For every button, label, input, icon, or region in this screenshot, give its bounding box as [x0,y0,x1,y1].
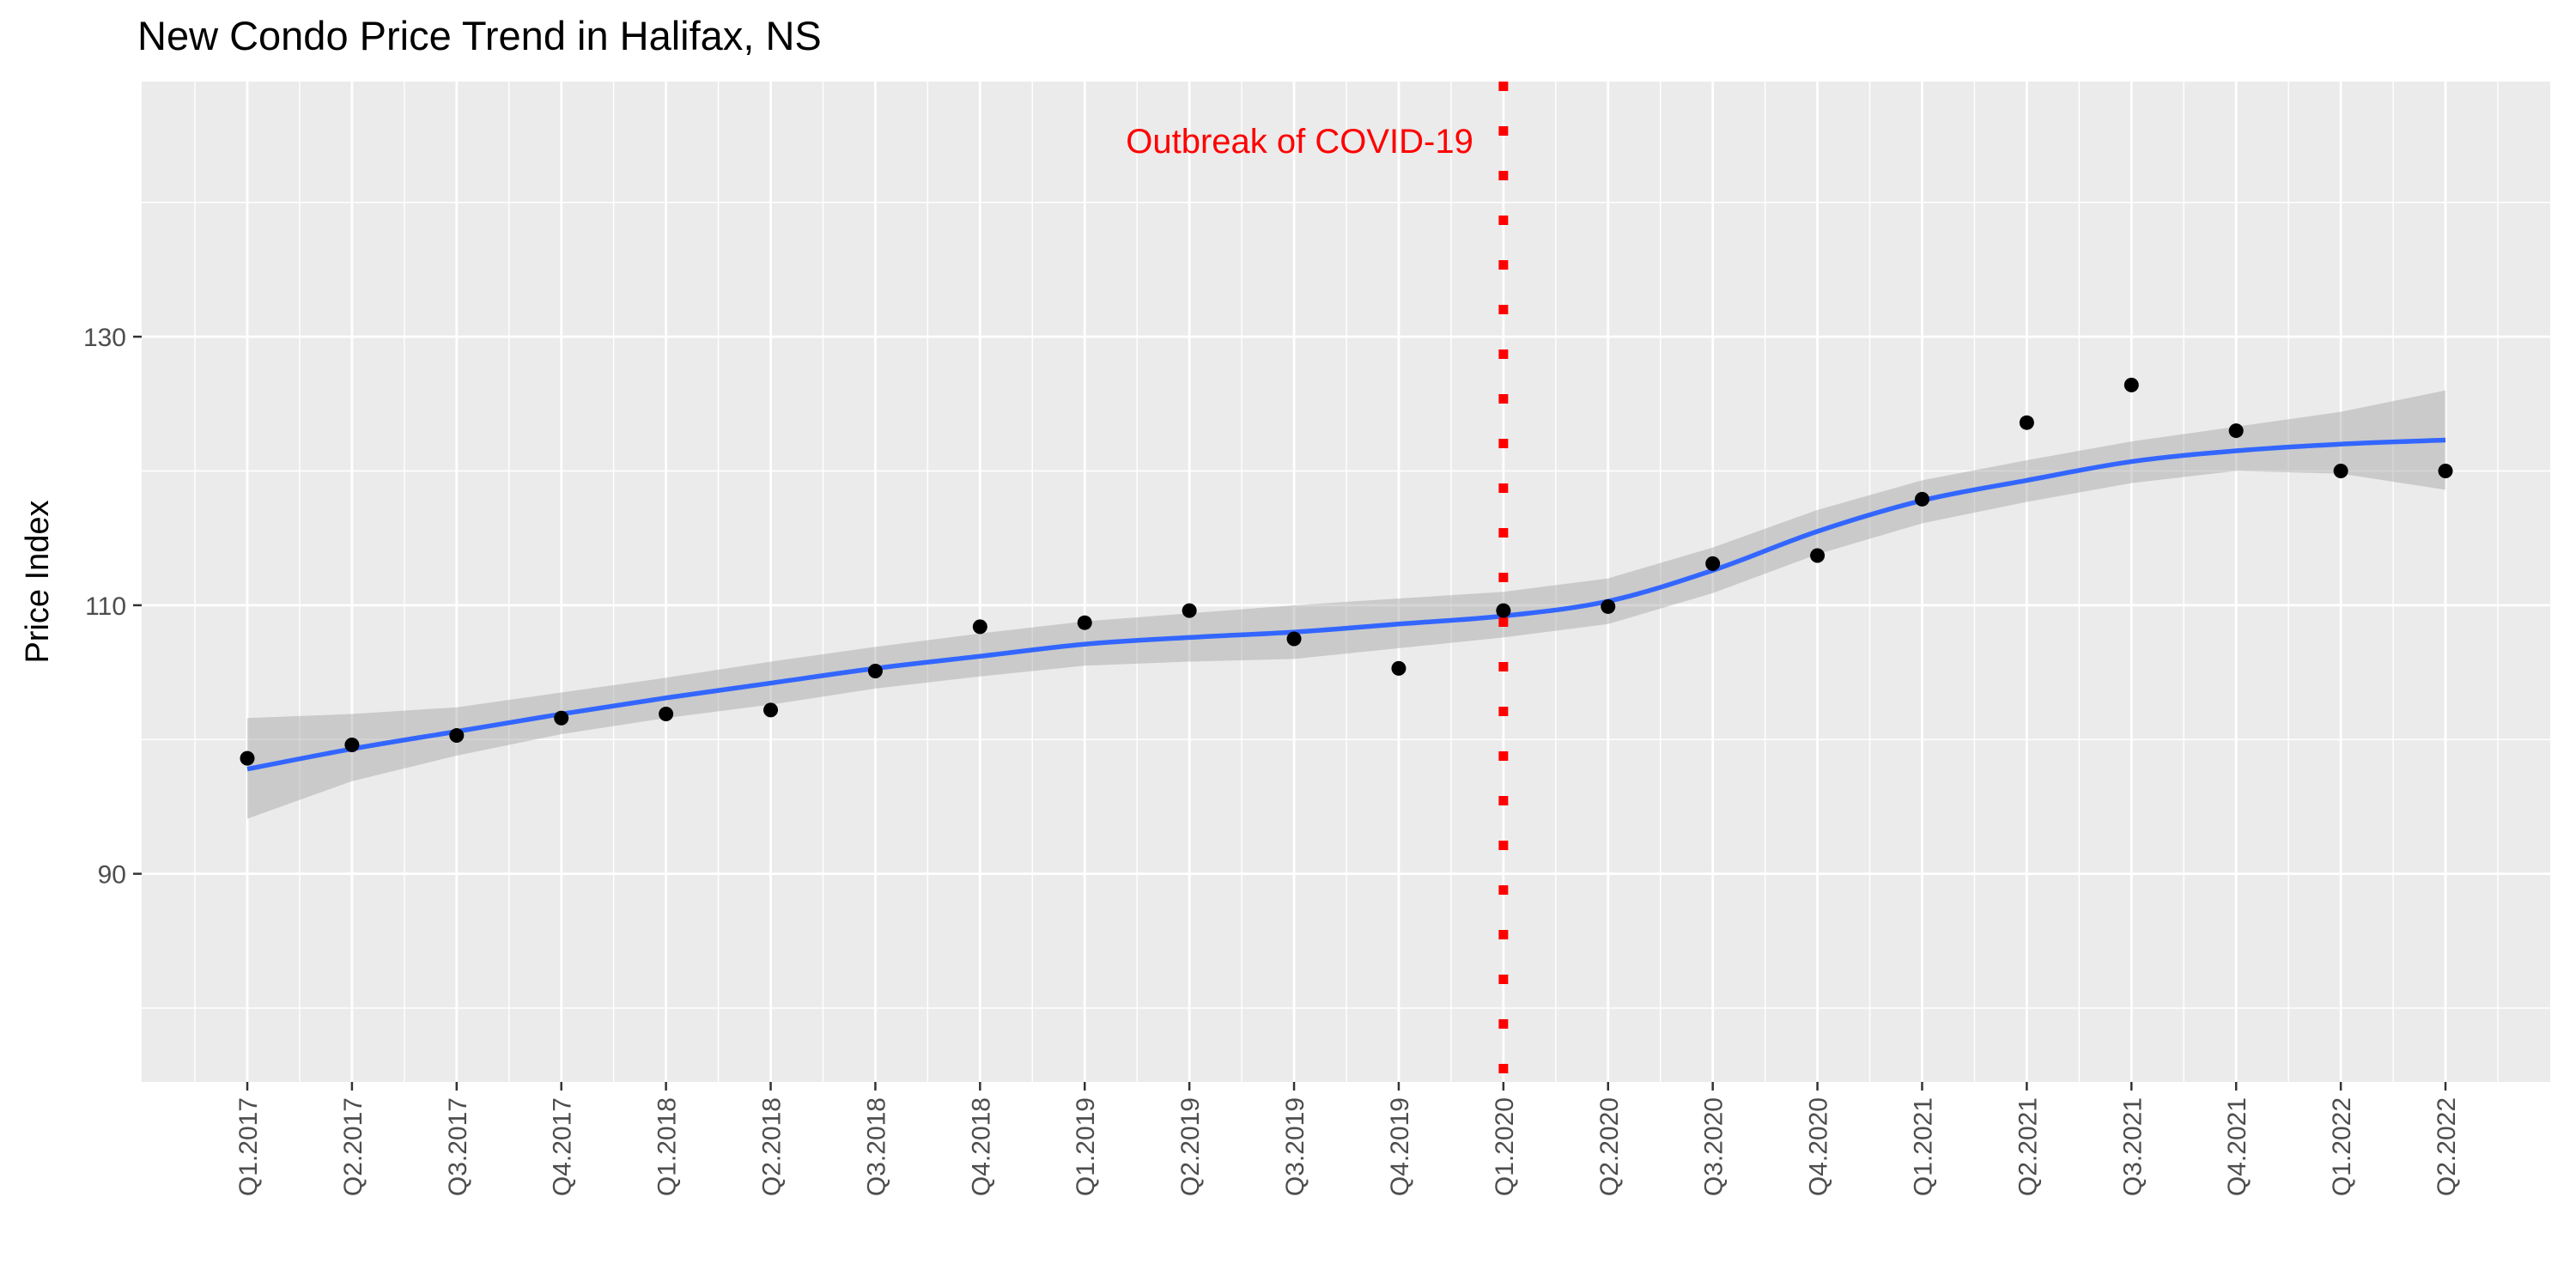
data-point [1496,603,1511,618]
x-tick-label: Q2.2022 [2433,1097,2461,1196]
x-tick-label: Q3.2021 [2118,1097,2147,1196]
data-point [1077,615,1092,630]
x-tick-label: Q4.2018 [967,1097,995,1196]
x-tick-label: Q2.2020 [1595,1097,1624,1196]
data-point [1286,631,1302,647]
data-point [1182,603,1197,618]
x-tick-label: Q4.2017 [549,1097,577,1196]
data-point [240,750,255,766]
data-point [2019,415,2034,430]
x-tick-label: Q1.2017 [234,1097,263,1196]
y-tick-label: 90 [98,861,126,890]
data-point [2123,377,2139,392]
x-tick-label: Q1.2022 [2328,1097,2356,1196]
smooth-line [246,437,2446,772]
x-tick-label: Q1.2018 [653,1097,682,1196]
x-tick-label: Q2.2019 [1176,1097,1205,1196]
data-point [659,707,674,722]
data-point [1391,660,1406,676]
x-tick-label: Q4.2021 [2223,1097,2251,1196]
data-point [972,619,987,635]
data-point [2333,463,2348,478]
data-point [1914,491,1929,507]
x-tick-label: Q1.2020 [1491,1097,1519,1196]
chart-title: New Condo Price Trend in Halifax, NS [137,13,822,58]
data-point [1810,548,1826,563]
data-point [554,710,569,726]
x-tick-label: Q4.2019 [1386,1097,1414,1196]
y-axis-title: Price Index [20,500,56,663]
x-tick-label: Q4.2020 [1805,1097,1833,1196]
data-point [1601,598,1616,614]
y-tick-label: 110 [85,592,126,621]
x-tick-label: Q2.2017 [339,1097,368,1196]
y-tick-label: 130 [83,324,126,352]
data-point [2438,463,2453,478]
data-point [763,702,779,718]
x-tick-label: Q1.2021 [1909,1097,1937,1196]
x-tick-label: Q2.2021 [2014,1097,2042,1196]
confidence-ribbon [247,390,2445,819]
x-tick-label: Q3.2019 [1281,1097,1309,1196]
x-tick-label: Q2.2018 [758,1097,787,1196]
data-point [867,663,883,678]
data-point [1705,556,1721,571]
x-tick-label: Q1.2019 [1072,1097,1100,1196]
x-tick-label: Q3.2018 [862,1097,890,1196]
covid-annotation: Outbreak of COVID-19 [1126,123,1473,161]
data-point [449,728,465,744]
x-tick-label: Q3.2017 [444,1097,472,1196]
data-point [344,737,360,752]
data-point [2228,423,2244,439]
x-tick-label: Q3.2020 [1700,1097,1728,1196]
